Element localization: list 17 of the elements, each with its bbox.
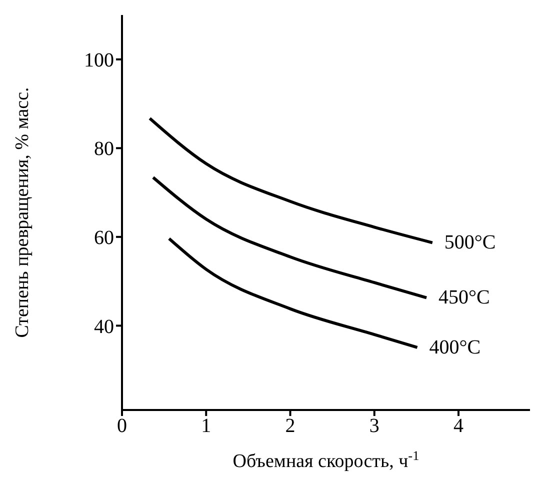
series-label: 450°C (438, 286, 490, 309)
y-tick-label: 60 (94, 227, 114, 250)
line-series (148, 116, 434, 244)
x-tick-label: 0 (117, 415, 127, 438)
x-tick-label: 2 (285, 415, 296, 438)
x-tick-label: 4 (453, 415, 464, 438)
series-label: 500°C (444, 232, 496, 254)
y-axis-title: Степень превращения, % масс. (12, 87, 33, 338)
x-tick-label: 1 (201, 415, 212, 438)
line-series (152, 176, 428, 300)
y-tick-label: 80 (94, 138, 114, 160)
y-tick-label: 100 (84, 49, 114, 72)
x-tick-label: 3 (369, 415, 380, 438)
line-series (168, 237, 419, 349)
x-axis-title: Объемная скорость, ч$^{-1}$ (232, 448, 420, 472)
series-label: 400°C (429, 336, 481, 358)
y-tick-label: 40 (94, 316, 114, 338)
